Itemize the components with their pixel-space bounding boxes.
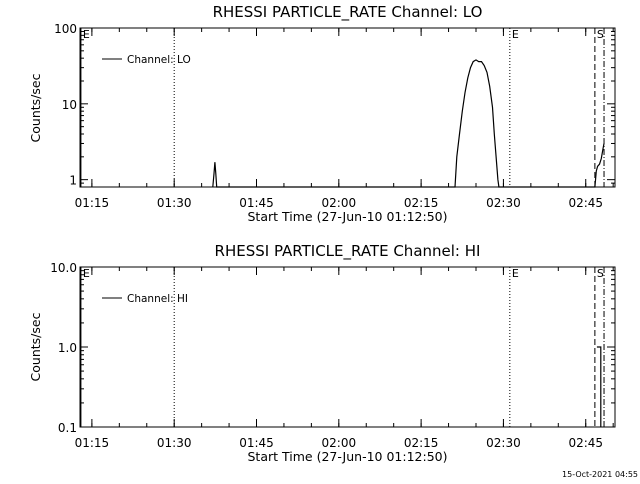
x-tick-label: 02:00 bbox=[322, 196, 357, 210]
panel-hi: RHESSI PARTICLE_RATE Channel: HI 0.1 1.0 10… bbox=[28, 242, 616, 464]
x-tick-label: 02:00 bbox=[322, 436, 357, 450]
event-marker-label: S bbox=[597, 28, 604, 41]
x-tick-label: 02:45 bbox=[568, 196, 603, 210]
x-tick-label: 02:15 bbox=[404, 436, 439, 450]
y-axis-label: Counts/sec bbox=[28, 73, 43, 142]
y-tick-label: 1.0 bbox=[58, 341, 77, 355]
x-tick-label: 02:45 bbox=[568, 436, 603, 450]
event-marker-label: E bbox=[83, 28, 90, 41]
series-line bbox=[596, 346, 602, 427]
panel-lo: RHESSI PARTICLE_RATE Channel: LO 1 10 100 01… bbox=[28, 3, 616, 224]
x-tick-label: 01:30 bbox=[157, 196, 192, 210]
plot-frame bbox=[79, 266, 616, 428]
x-tick-label: 02:30 bbox=[486, 436, 521, 450]
y-axis-label: Counts/sec bbox=[28, 312, 43, 381]
chart-title: RHESSI PARTICLE_RATE Channel: LO bbox=[213, 3, 483, 22]
x-tick-label: 01:30 bbox=[157, 436, 192, 450]
plot-frame bbox=[79, 27, 616, 188]
x-tick-label: 01:45 bbox=[239, 196, 274, 210]
event-marker-label: E bbox=[512, 28, 519, 41]
legend-label: Channel: HI bbox=[127, 293, 188, 305]
legend-label: Channel: LO bbox=[127, 54, 191, 66]
chart-title: RHESSI PARTICLE_RATE Channel: HI bbox=[215, 242, 481, 261]
event-marker-label: E bbox=[83, 267, 90, 280]
x-axis-label: Start Time (27-Jun-10 01:12:50) bbox=[248, 209, 448, 224]
event-marker-label: E bbox=[512, 267, 519, 280]
event-marker-label: S bbox=[597, 267, 604, 280]
x-tick-label: 01:15 bbox=[75, 436, 110, 450]
x-tick-label: 02:30 bbox=[486, 196, 521, 210]
y-tick-label: 100 bbox=[54, 22, 77, 36]
x-tick-label: 01:15 bbox=[75, 196, 110, 210]
x-axis-label: Start Time (27-Jun-10 01:12:50) bbox=[248, 449, 448, 464]
x-tick-label: 01:45 bbox=[239, 436, 274, 450]
x-tick-label: 02:15 bbox=[404, 196, 439, 210]
timestamp: 15-Oct-2021 04:55 bbox=[562, 470, 638, 479]
y-tick-label: 10 bbox=[62, 98, 77, 112]
y-tick-label: 0.1 bbox=[58, 421, 77, 435]
y-tick-label: 10.0 bbox=[50, 261, 77, 275]
y-tick-label: 1 bbox=[69, 174, 77, 188]
